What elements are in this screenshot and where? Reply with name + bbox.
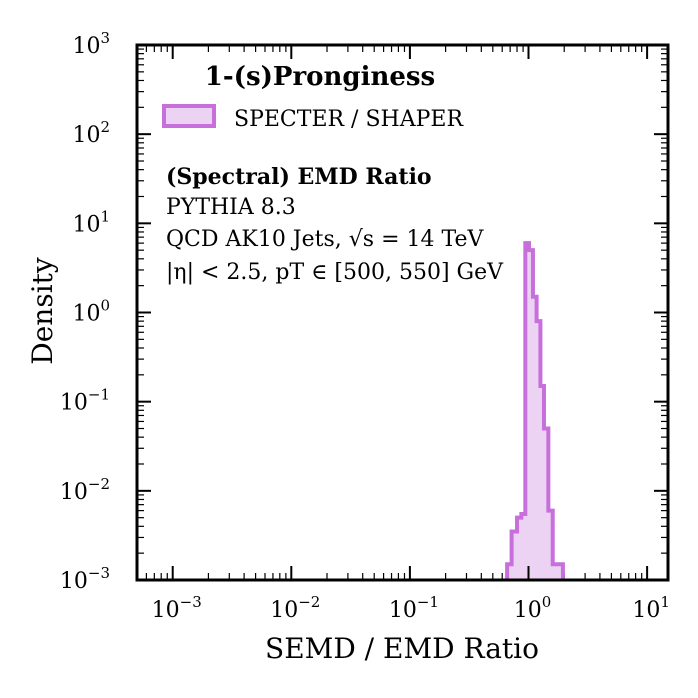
x-tick-label-0: 10−3 [152,593,202,623]
y-tick-label-0: 10−3 [60,564,110,594]
y-axis-label: Density [26,257,59,365]
annotation-line-3: QCD AK10 Jets, √s = 14 TeV [166,227,484,252]
y-tick-label-3: 100 [72,297,110,327]
y-tick-label-6: 103 [72,29,110,59]
y-tick-label-5: 102 [72,118,110,148]
histogram-fill [507,243,563,581]
annotations: (Spectral) EMD Ratio PYTHIA 8.3 QCD AK10… [166,164,504,285]
x-tick-label-2: 10−1 [389,593,439,623]
annotation-line-4: |η| < 2.5, pT ∈ [500, 550] GeV [166,260,504,285]
y-tick-label-2: 10−1 [60,386,110,416]
y-tick-label-4: 101 [72,207,110,237]
annotation-line-1: (Spectral) EMD Ratio [166,164,432,190]
x-tick-label-4: 101 [632,593,670,623]
histogram-outline [505,241,565,580]
legend: 1-(s)Pronginess SPECTER / SHAPER [162,62,464,132]
y-tick-labels: 10−3 10−2 10−1 100 101 102 103 [60,29,110,594]
legend-entry-label: SPECTER / SHAPER [234,107,464,132]
y-tick-label-1: 10−2 [60,475,110,505]
major-ticks [137,44,668,581]
x-tick-labels: 10−3 10−2 10−1 100 101 [152,593,670,623]
annotation-line-2: PYTHIA 8.3 [166,195,296,220]
x-tick-label-1: 10−2 [270,593,320,623]
x-tick-label-3: 100 [514,593,552,623]
x-axis-label: SEMD / EMD Ratio [265,632,539,665]
legend-swatch [162,104,216,128]
legend-title: 1-(s)Pronginess [205,62,435,92]
